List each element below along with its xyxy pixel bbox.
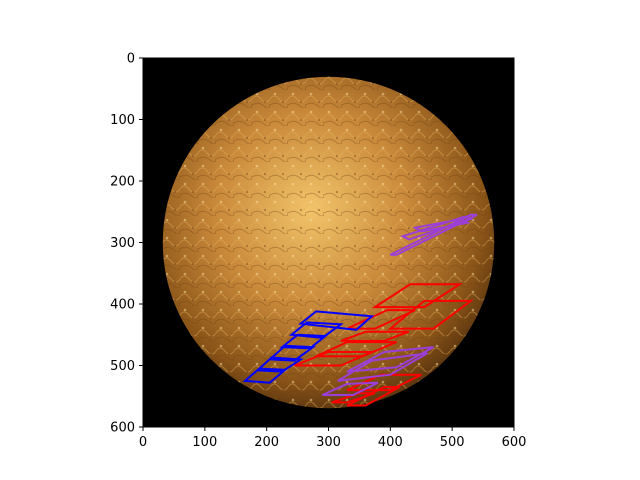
purple-overlay-quad-18 bbox=[337, 352, 428, 382]
blue-overlay-quad-16 bbox=[254, 356, 304, 373]
y-tick-label: 500 bbox=[110, 359, 135, 374]
red-overlay-quad-7 bbox=[315, 341, 397, 358]
red-overlay-quad-11 bbox=[331, 392, 376, 404]
red-overlay-quad-5 bbox=[346, 309, 416, 330]
y-tick-label: 300 bbox=[110, 236, 135, 251]
planet-surface-texture bbox=[162, 76, 495, 409]
blue-overlay-quad-15 bbox=[267, 344, 316, 362]
blue-overlay-quad-14 bbox=[279, 333, 329, 350]
blue-overlay-quad-13 bbox=[288, 321, 344, 339]
x-tick-label: 100 bbox=[192, 435, 217, 450]
x-tick-label: 500 bbox=[440, 435, 465, 450]
blue-overlay-quad-17 bbox=[242, 367, 288, 384]
x-tick-label: 300 bbox=[316, 435, 341, 450]
purple-overlay-quad-19 bbox=[346, 346, 435, 373]
y-axis: 0 100 200 300 400 500 600 bbox=[110, 52, 143, 436]
x-tick-label: 200 bbox=[254, 435, 279, 450]
purple-overlay-quad-20 bbox=[321, 381, 379, 396]
x-tick-label: 0 bbox=[139, 435, 147, 450]
planet-image bbox=[143, 58, 514, 427]
y-tick-label: 400 bbox=[110, 298, 135, 313]
y-tick-label: 100 bbox=[110, 113, 135, 128]
red-overlay-quad-3 bbox=[371, 283, 463, 309]
red-overlay-quad-6 bbox=[340, 330, 410, 342]
red-overlay-quad-8 bbox=[294, 351, 373, 367]
y-tick-label: 200 bbox=[110, 175, 135, 190]
x-tick-label: 600 bbox=[502, 435, 527, 450]
overlay-polygons bbox=[242, 213, 478, 407]
x-tick-label: 400 bbox=[378, 435, 403, 450]
y-tick-label: 0 bbox=[127, 52, 135, 67]
x-axis: 0 100 200 300 400 500 600 bbox=[139, 427, 527, 450]
purple-overlay-quad-2 bbox=[412, 218, 471, 233]
y-tick-label: 600 bbox=[110, 421, 135, 436]
